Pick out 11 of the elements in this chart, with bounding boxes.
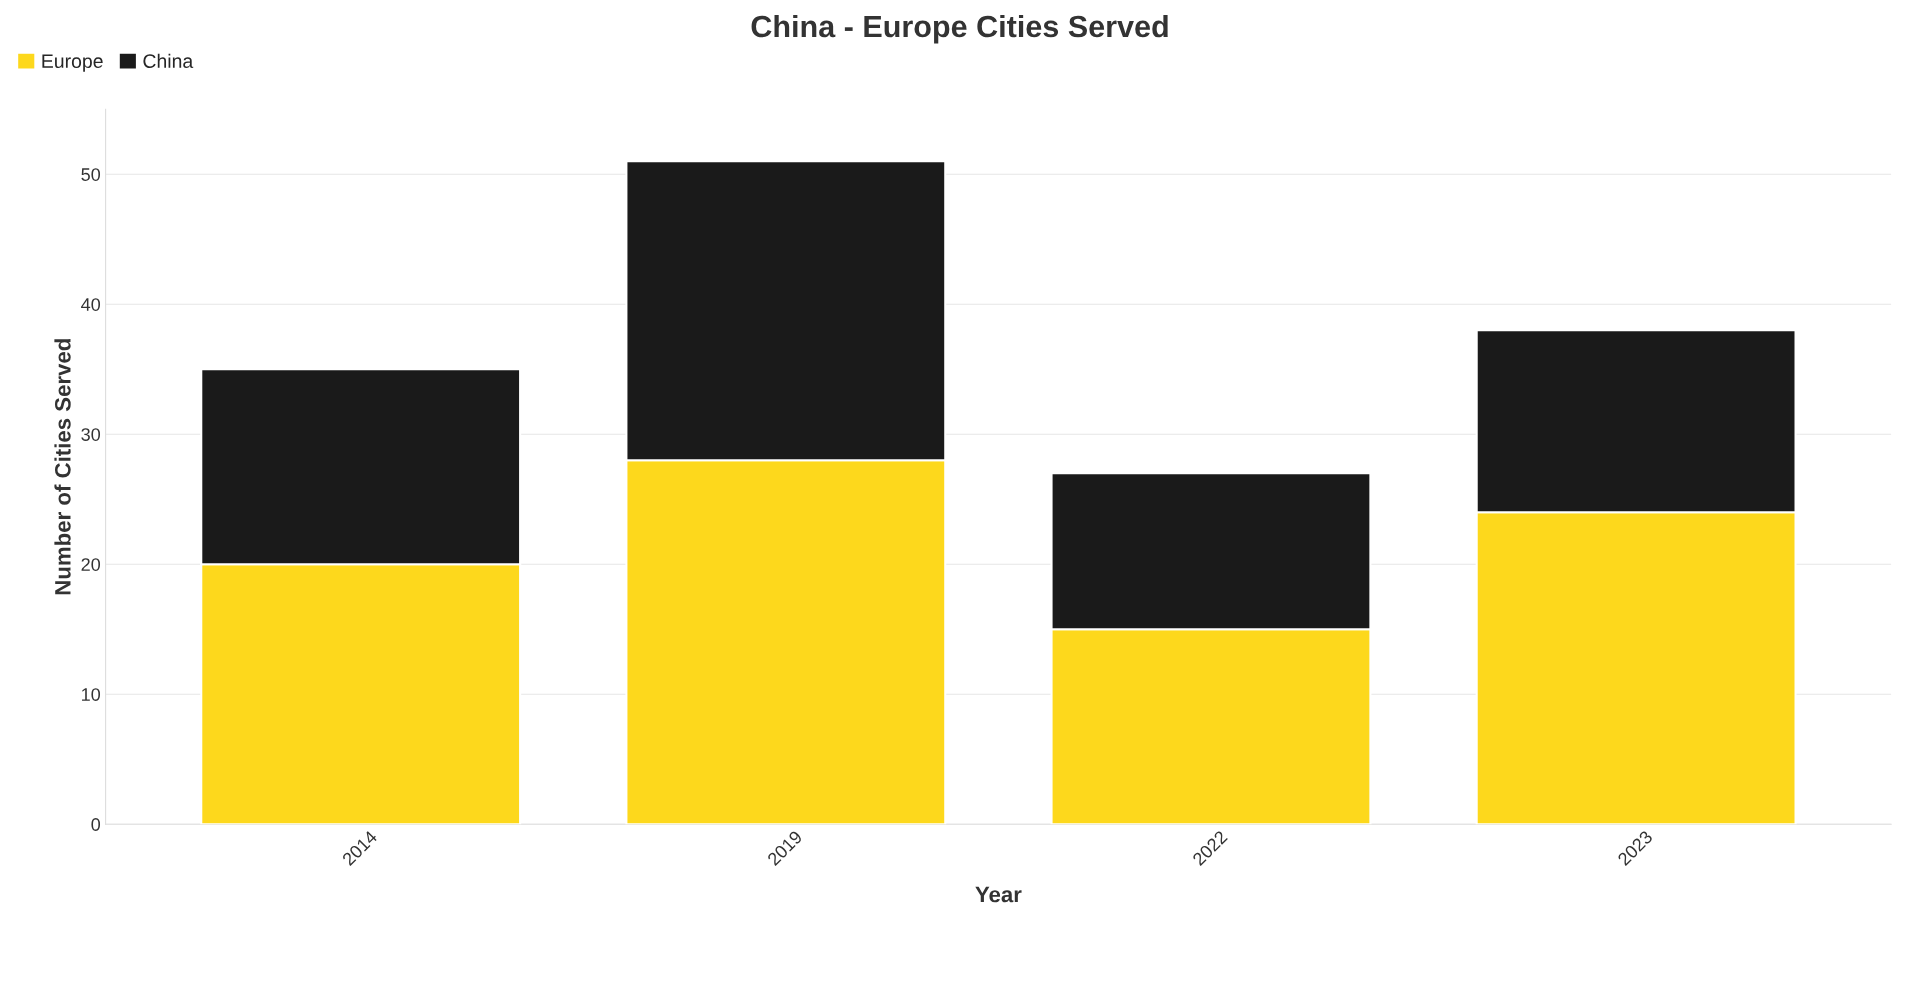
y-tick-label: 40 <box>81 298 101 311</box>
y-axis-title: Number of Cities Served <box>54 339 71 595</box>
legend-label: China <box>143 53 194 69</box>
legend-label: Europe <box>42 54 103 72</box>
x-axis-title: Year <box>975 886 1022 903</box>
y-tick-label: 0 <box>91 818 101 831</box>
y-tick-label: 50 <box>81 168 101 181</box>
y-tick-label: 10 <box>82 688 101 701</box>
chart-title: China - Europe Cities Served <box>751 14 1168 44</box>
y-tick-label: 30 <box>81 428 101 441</box>
y-tick-label: 20 <box>81 558 101 571</box>
